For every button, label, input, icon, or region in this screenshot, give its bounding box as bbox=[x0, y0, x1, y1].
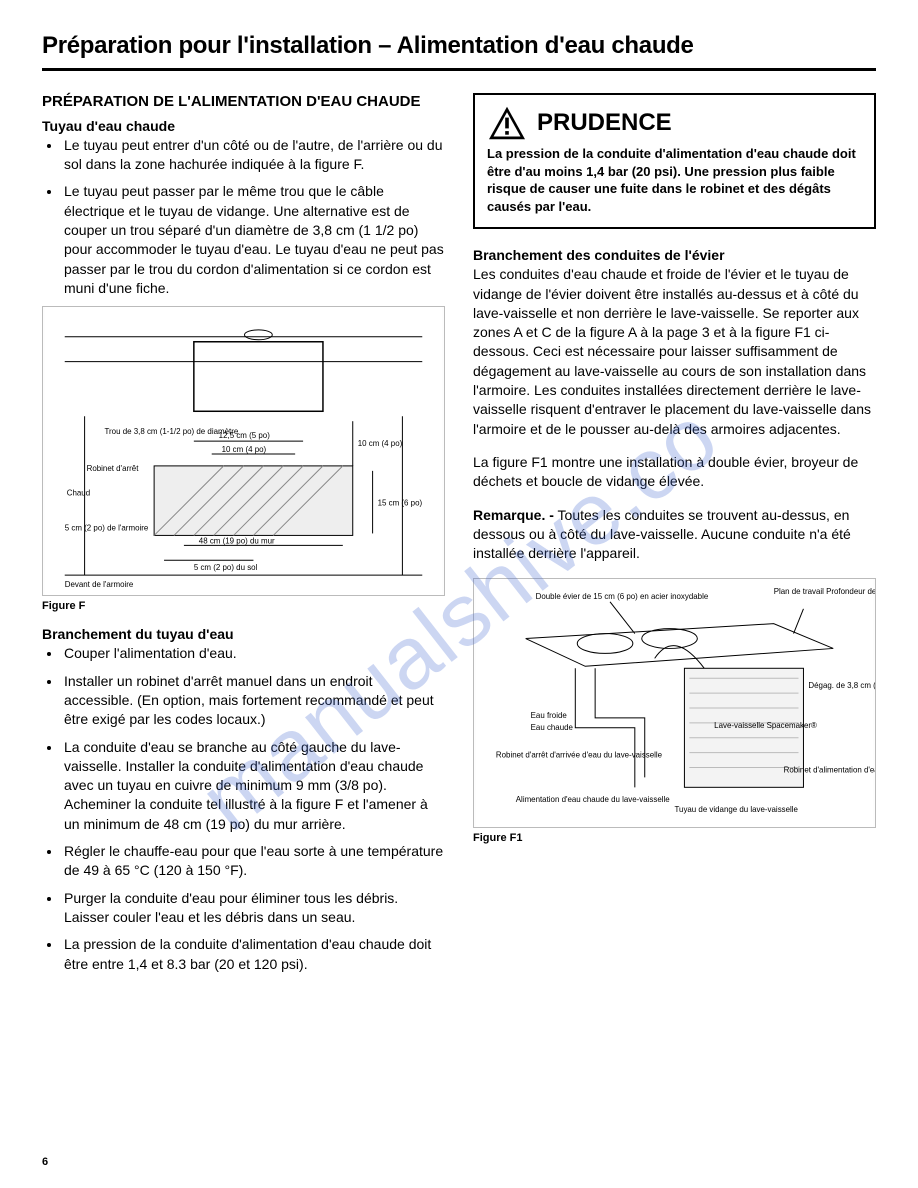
bullets-hot-water-pipe: Le tuyau peut entrer d'un côté ou de l'a… bbox=[42, 136, 445, 299]
right-sub1: Branchement des conduites de l'évier bbox=[473, 247, 876, 263]
figf-d10a: 10 cm (4 po) bbox=[222, 445, 267, 454]
note-paragraph: Remarque. - Toutes les conduites se trou… bbox=[473, 506, 876, 564]
figf-d5b: 5 cm (2 po) du sol bbox=[194, 563, 258, 572]
bullet-item: La conduite d'eau se branche au côté gau… bbox=[62, 738, 445, 835]
figure-f-label: Figure F bbox=[42, 600, 445, 612]
figure-f-svg: Trou de 3,8 cm (1-1/2 po) de diamètre 12… bbox=[43, 307, 444, 595]
left-column: PRÉPARATION DE L'ALIMENTATION D'EAU CHAU… bbox=[42, 93, 445, 982]
figf-d48: 48 cm (19 po) du mur bbox=[199, 537, 275, 546]
right-para2: La figure F1 montre une installation à d… bbox=[473, 453, 876, 492]
title-rule bbox=[42, 68, 876, 71]
left-sub1: Tuyau d'eau chaude bbox=[42, 118, 445, 134]
note-label: Remarque. - bbox=[473, 507, 554, 523]
bullets-pipe-connection: Couper l'alimentation d'eau. Installer u… bbox=[42, 644, 445, 974]
f1-counter: Plan de travail Profondeur de 63,5 cm (2… bbox=[774, 586, 875, 595]
figure-f1-label: Figure F1 bbox=[473, 832, 876, 844]
caution-text: La pression de la conduite d'alimentatio… bbox=[487, 145, 862, 215]
bullet-item: Régler le chauffe-eau pour que l'eau sor… bbox=[62, 842, 445, 881]
f1-clearance: Dégag. de 3,8 cm (1 1/2 po) du coude bbox=[808, 681, 875, 690]
bullet-item: Le tuyau peut entrer d'un côté ou de l'a… bbox=[62, 136, 445, 175]
figure-f1: Double évier de 15 cm (6 po) en acier in… bbox=[473, 578, 876, 828]
f1-shutoff: Robinet d'arrêt d'arrivée d'eau du lave-… bbox=[496, 750, 663, 759]
page-number: 6 bbox=[42, 1156, 48, 1168]
page-title: Préparation pour l'installation – Alimen… bbox=[42, 32, 876, 60]
bullet-item: Le tuyau peut passer par le même trou qu… bbox=[62, 182, 445, 298]
left-heading: PRÉPARATION DE L'ALIMENTATION D'EAU CHAU… bbox=[42, 93, 445, 112]
figf-hot: Chaud bbox=[67, 489, 90, 498]
caution-title: PRUDENCE bbox=[537, 109, 672, 137]
figure-f1-svg: Double évier de 15 cm (6 po) en acier in… bbox=[474, 579, 875, 827]
caution-header: PRUDENCE bbox=[487, 105, 862, 141]
f1-supply-left: Alimentation d'eau chaude du lave-vaisse… bbox=[516, 795, 670, 804]
figf-front: Devant de l'armoire bbox=[65, 580, 134, 589]
figure-f: Trou de 3,8 cm (1-1/2 po) de diamètre 12… bbox=[42, 306, 445, 596]
figf-d10b: 10 cm (4 po) bbox=[358, 439, 403, 448]
bullet-item: Installer un robinet d'arrêt manuel dans… bbox=[62, 672, 445, 730]
figf-d15: 15 cm (6 po) bbox=[378, 499, 423, 508]
f1-drain: Tuyau de vidange du lave-vaisselle bbox=[675, 805, 799, 814]
f1-hot: Eau chaude bbox=[531, 722, 574, 731]
figf-d5a: 5 cm (2 po) de l'armoire bbox=[65, 524, 149, 533]
left-sub2: Branchement du tuyau d'eau bbox=[42, 626, 445, 642]
two-column-layout: PRÉPARATION DE L'ALIMENTATION D'EAU CHAU… bbox=[42, 93, 876, 982]
f1-dw: Lave-vaisselle Spacemaker® bbox=[714, 720, 817, 729]
bullet-item: Purger la conduite d'eau pour éliminer t… bbox=[62, 889, 445, 928]
bullet-item: La pression de la conduite d'alimentatio… bbox=[62, 935, 445, 974]
right-para1: Les conduites d'eau chaude et froide de … bbox=[473, 265, 876, 439]
f1-supply-valve: Robinet d'alimentation d'eau du lave-vai… bbox=[784, 765, 875, 774]
figf-d125: 12,5 cm (5 po) bbox=[219, 431, 271, 440]
f1-cold: Eau froide bbox=[531, 710, 568, 719]
bullet-item: Couper l'alimentation d'eau. bbox=[62, 644, 445, 663]
warning-icon bbox=[487, 105, 527, 141]
caution-box: PRUDENCE La pression de la conduite d'al… bbox=[473, 93, 876, 229]
figf-shutoff: Robinet d'arrêt bbox=[87, 464, 140, 473]
f1-sink: Double évier de 15 cm (6 po) en acier in… bbox=[536, 591, 709, 600]
right-column: PRUDENCE La pression de la conduite d'al… bbox=[473, 93, 876, 982]
